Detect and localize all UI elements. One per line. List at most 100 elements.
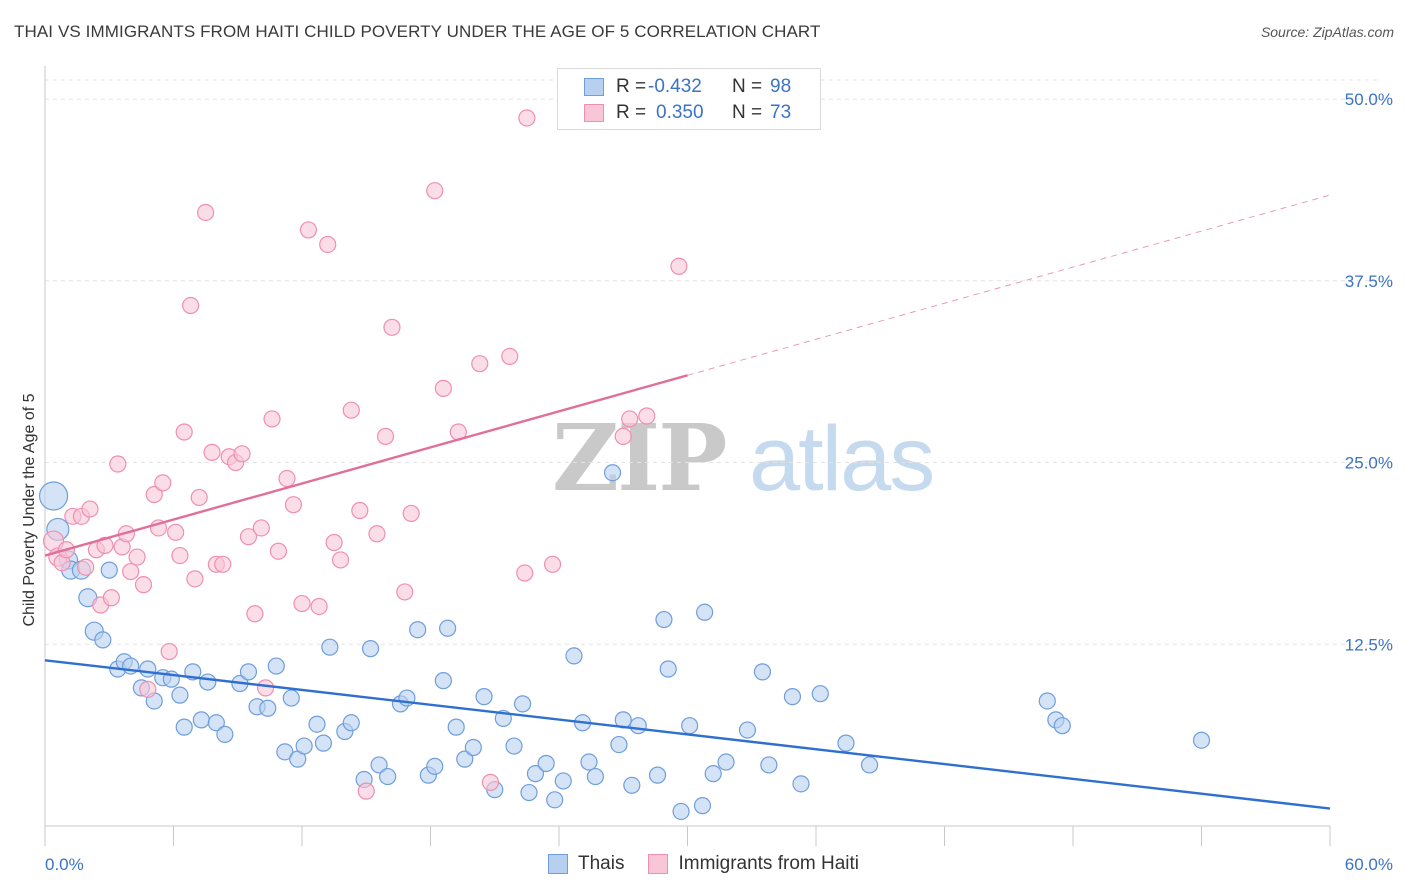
point-thai — [603, 464, 622, 482]
point-haiti — [516, 564, 534, 582]
point-haiti — [383, 318, 401, 336]
point-haiti — [434, 379, 452, 397]
point-thai — [314, 734, 333, 752]
point-haiti — [139, 680, 157, 698]
y-tick-label: 12.5% — [1345, 635, 1393, 654]
point-thai — [464, 738, 482, 757]
point-thai — [659, 660, 677, 678]
point-haiti — [426, 182, 444, 200]
point-haiti — [256, 679, 275, 697]
legend-r-label: R = — [616, 102, 647, 123]
point-haiti — [134, 576, 153, 594]
trend-line-thai — [44, 659, 1331, 810]
point-haiti — [351, 501, 369, 520]
point-thai — [648, 766, 667, 784]
y-axis-label-container: Child Poverty Under the Age of 5 — [18, 300, 42, 720]
point-thai — [565, 647, 583, 665]
legend-item-thais[interactable]: Thais — [548, 853, 624, 875]
point-haiti — [190, 488, 208, 507]
point-haiti — [186, 570, 204, 588]
point-haiti — [402, 504, 420, 523]
point-thai — [216, 725, 234, 744]
point-thai — [379, 767, 397, 786]
legend-item-haiti[interactable]: Immigrants from Haiti — [648, 853, 859, 875]
point-thai — [239, 663, 258, 681]
point-thai — [629, 717, 647, 735]
y-tick-label: 37.5% — [1345, 272, 1393, 291]
point-thai — [513, 695, 532, 713]
x-tick-label: 0.0% — [45, 855, 84, 874]
legend-swatch-thai — [584, 78, 604, 96]
point-thai — [1053, 717, 1071, 735]
point-thai — [475, 688, 493, 706]
point-thai — [100, 561, 118, 579]
legend-row-haiti: R = 0.350 N = 73 — [584, 100, 791, 126]
point-haiti — [269, 542, 288, 560]
point-thai — [811, 685, 829, 703]
point-thai — [520, 783, 538, 802]
legend-row-thai: R = -0.432 N = 98 — [584, 74, 791, 100]
point-haiti — [102, 589, 120, 607]
point-haiti — [96, 536, 114, 555]
point-haiti — [293, 594, 311, 613]
point-haiti — [167, 523, 185, 541]
x-tick-label: 60.0% — [1345, 855, 1393, 874]
point-thai — [546, 791, 564, 809]
point-thai — [792, 775, 810, 793]
point-haiti — [233, 445, 251, 463]
point-haiti — [396, 583, 414, 601]
point-thai — [409, 621, 427, 639]
legend-r-value-haiti: 0.350 — [656, 102, 704, 123]
point-haiti — [252, 519, 270, 537]
point-haiti — [319, 235, 337, 254]
point-thai — [1038, 692, 1056, 710]
legend-n-label: N = — [732, 76, 763, 97]
point-haiti — [670, 257, 688, 275]
legend-swatch-haiti — [648, 854, 669, 874]
point-thai — [526, 765, 545, 783]
point-haiti — [638, 407, 656, 425]
point-haiti — [154, 474, 172, 492]
point-thai — [38, 481, 69, 511]
point-thai — [655, 610, 673, 629]
point-haiti — [357, 782, 375, 800]
point-thai — [295, 737, 313, 755]
point-haiti — [481, 773, 500, 791]
legend-r-label: R = — [616, 76, 647, 97]
point-thai — [623, 776, 641, 794]
point-haiti — [175, 423, 193, 441]
point-haiti — [518, 109, 536, 127]
point-haiti — [160, 642, 178, 661]
legend-label-haiti: Immigrants from Haiti — [678, 853, 859, 874]
point-thai — [760, 756, 778, 774]
point-haiti — [310, 597, 328, 616]
y-tick-label: 25.0% — [1345, 454, 1393, 473]
point-haiti — [171, 546, 189, 565]
legend-r-value-thai: -0.432 — [648, 76, 702, 97]
point-thai — [370, 756, 388, 774]
point-thai — [693, 797, 712, 815]
point-thai — [580, 753, 598, 771]
point-thai — [192, 711, 210, 729]
point-haiti — [263, 410, 281, 428]
point-haiti — [182, 296, 200, 315]
point-thai — [456, 750, 474, 768]
point-haiti — [197, 203, 215, 222]
watermark: ZIP atlas — [552, 404, 935, 512]
point-thai — [447, 718, 465, 736]
point-thai — [199, 673, 217, 691]
point-haiti — [145, 485, 163, 504]
point-thai — [439, 619, 457, 637]
point-haiti — [81, 500, 99, 518]
point-haiti — [325, 533, 343, 552]
point-haiti — [278, 469, 296, 488]
point-thai — [696, 603, 714, 621]
watermark-atlas: atlas — [748, 408, 935, 510]
point-haiti — [614, 427, 632, 445]
point-thai — [139, 660, 157, 678]
point-haiti — [203, 443, 221, 461]
point-thai — [434, 672, 452, 690]
point-thai — [259, 699, 277, 717]
point-haiti — [284, 496, 303, 514]
